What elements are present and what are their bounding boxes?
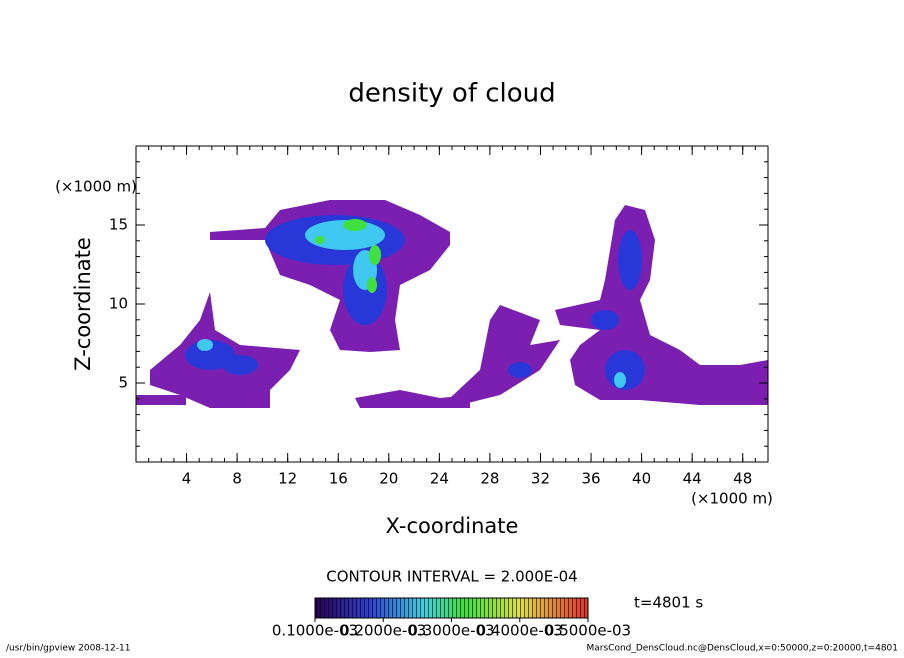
x-tick-label: 4 [182, 470, 192, 488]
y-tick-label: 10 [109, 295, 128, 313]
x-tick-label: 32 [531, 470, 550, 488]
chart-title: density of cloud [348, 79, 555, 109]
x-tick-label: 24 [430, 470, 449, 488]
colorbar-tick-label: 0.5000e-03 [545, 622, 631, 640]
colorbar-tick-label: 0.2000e-03 [340, 622, 426, 640]
x-unit-left: (×1000 m) [55, 178, 137, 196]
x-tick-label: 36 [581, 470, 600, 488]
time-label: t=4801 s [634, 594, 703, 612]
y-tick-label: 5 [118, 374, 128, 392]
footer-left: /usr/bin/gpview 2008-12-11 [6, 644, 130, 654]
x-tick-label: 8 [232, 470, 242, 488]
x-tick-label: 40 [632, 470, 651, 488]
x-tick-label: 44 [683, 470, 702, 488]
colorbar-stripes [315, 598, 588, 618]
x-tick-label: 48 [733, 470, 752, 488]
x-tick-label: 16 [329, 470, 348, 488]
x-tick-label: 12 [278, 470, 297, 488]
plot-frame [135, 145, 769, 463]
contour-interval: CONTOUR INTERVAL = 2.000E-04 [326, 568, 577, 586]
x-tick-label: 20 [379, 470, 398, 488]
y-axis-label: Z-coordinate [71, 237, 95, 371]
footer-right: MarsCond_DensCloud.nc@DensCloud,x=0:5000… [587, 644, 899, 654]
x-unit-right: (×1000 m) [691, 490, 773, 508]
x-axis-label: X-coordinate [386, 514, 519, 538]
cloud-field [136, 200, 768, 408]
colorbar-tick-label: 0.4000e-03 [477, 622, 563, 640]
y-tick-label: 15 [109, 216, 128, 234]
colorbar-tick-label: 0.3000e-03 [408, 622, 494, 640]
x-tick-label: 28 [480, 470, 499, 488]
axes [135, 145, 769, 463]
colorbar-tick-label: 0.1000e-03 [272, 622, 358, 640]
